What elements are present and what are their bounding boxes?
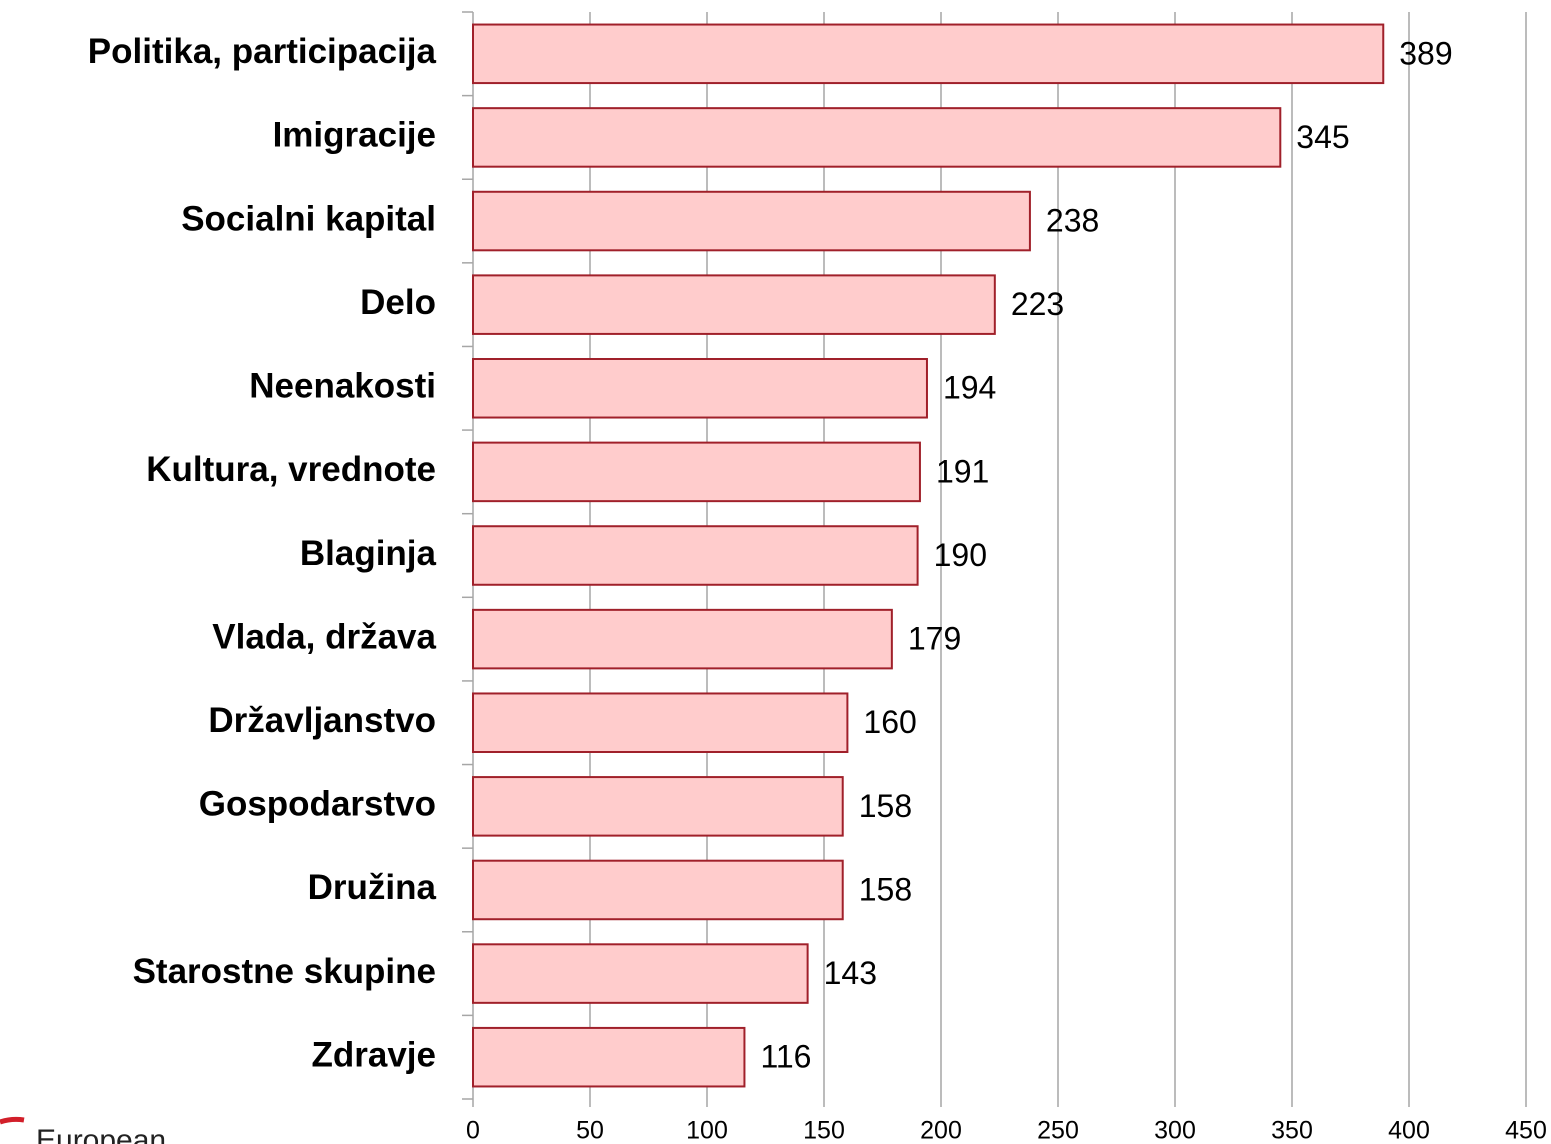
y-tick-label: Blaginja [300,534,437,573]
x-tick-label: 100 [686,1117,728,1144]
y-tick-label: Družina [308,868,437,907]
y-tick-label: Politika, participacija [88,32,437,71]
value-label: 191 [936,453,989,489]
y-tick-label: Neenakosti [249,367,436,406]
logo-swoosh [0,1116,25,1125]
bar [472,358,928,419]
bar [472,859,844,921]
y-tick-label: Zdravje [312,1035,437,1074]
y-tick-label: Državljanstvo [208,701,436,740]
x-tick-label: 400 [1388,1117,1430,1144]
x-tick-label: 300 [1154,1117,1196,1144]
y-tick-label: Imigracije [273,116,436,155]
bar [472,23,1385,85]
x-tick-label: 0 [466,1117,480,1144]
value-label: 190 [934,537,987,573]
value-label: 143 [824,955,877,991]
bar [472,441,921,503]
x-tick-label: 450 [1505,1117,1547,1144]
value-label: 345 [1296,119,1349,155]
y-tick-label: Starostne skupine [133,952,436,991]
y-tick-label: Kultura, vrednote [146,450,436,489]
x-tick-label: 50 [576,1117,604,1144]
value-label: 160 [863,704,916,740]
x-tick-label: 200 [920,1117,962,1144]
y-tick-label: Delo [360,283,436,322]
bar [472,107,1282,168]
value-label: 116 [760,1039,811,1075]
bar [472,692,849,753]
value-label: 238 [1046,202,1099,238]
value-label: 179 [908,621,961,657]
x-tick-label: 250 [1037,1117,1079,1144]
value-label: 158 [859,871,912,907]
y-tick-label: Socialni kapital [181,199,436,238]
y-tick-label: Gospodarstvo [199,785,436,824]
value-label: 194 [943,370,996,406]
bar [472,190,1031,252]
bar [472,943,809,1004]
value-label: 223 [1011,286,1064,322]
bar [472,1026,746,1088]
x-tick-label: 150 [803,1117,845,1144]
bar [472,776,844,837]
x-tick-label: 350 [1271,1117,1313,1144]
logo-text: European [36,1124,166,1144]
value-label: 389 [1399,35,1452,71]
bar [472,274,996,335]
value-label: 158 [859,788,912,824]
bar [472,525,919,586]
bar [472,608,893,670]
y-tick-label: Vlada, država [212,617,436,656]
